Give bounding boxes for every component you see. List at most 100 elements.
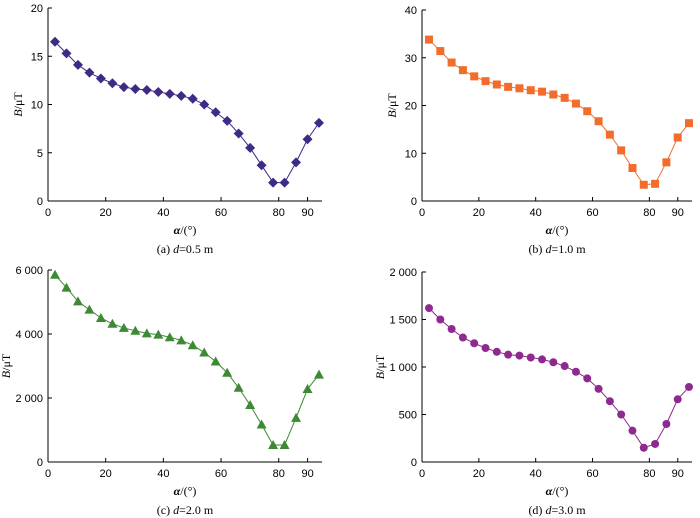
- data-point: [583, 374, 592, 383]
- y-tick-label: 5: [37, 148, 43, 160]
- x-axis-symbol: α: [546, 223, 553, 237]
- data-point: [222, 115, 233, 126]
- data-point: [153, 329, 164, 339]
- x-tick-label: 20: [473, 468, 485, 480]
- x-axis-unit: /(°): [552, 484, 568, 498]
- data-point: [279, 177, 290, 188]
- data-point: [256, 160, 267, 171]
- y-tick-label: 0: [37, 457, 43, 469]
- caption-suffix: =2.0 m: [179, 503, 214, 517]
- data-point: [549, 358, 558, 367]
- caption-variable: d: [545, 503, 552, 517]
- x-tick-label: 40: [157, 468, 169, 480]
- data-point: [210, 356, 221, 366]
- data-point: [187, 93, 198, 104]
- data-point: [164, 88, 175, 99]
- data-point: [639, 180, 648, 189]
- y-tick-label: 6 000: [15, 265, 43, 277]
- data-point: [538, 355, 547, 364]
- data-point: [571, 99, 580, 108]
- data-point: [314, 117, 324, 128]
- data-point: [107, 78, 118, 89]
- data-point: [470, 339, 479, 348]
- y-tick-label: 1 500: [389, 315, 417, 327]
- x-tick-label: 80: [643, 207, 655, 219]
- data-point: [50, 269, 60, 279]
- x-tick-label: 0: [419, 468, 425, 480]
- data-point: [118, 322, 129, 332]
- data-point: [458, 333, 467, 342]
- data-point: [72, 59, 83, 70]
- y-tick-label: 0: [37, 196, 43, 208]
- y-tick-label: 20: [405, 101, 417, 113]
- y-tick-label: 2 000: [389, 267, 417, 279]
- x-tick-label: 90: [672, 207, 684, 219]
- data-point: [233, 382, 244, 392]
- caption-suffix: =0.5 m: [179, 242, 214, 256]
- series-line: [54, 41, 320, 184]
- x-axis-unit: /(°): [180, 223, 196, 237]
- data-point: [673, 395, 682, 404]
- series-line: [428, 39, 690, 186]
- data-point: [233, 128, 244, 139]
- data-point: [481, 344, 490, 352]
- data-point: [538, 87, 547, 96]
- y-axis-unit: /μT: [0, 353, 13, 371]
- x-tick-label: 20: [473, 207, 485, 219]
- y-axis-title: B/μT: [0, 353, 13, 378]
- x-tick-label: 80: [273, 468, 285, 480]
- y-axis-title: B/μT: [373, 354, 387, 379]
- data-point: [245, 142, 256, 153]
- data-point: [639, 443, 648, 452]
- data-point: [84, 304, 95, 314]
- data-point: [302, 384, 313, 394]
- caption-suffix: =1.0 m: [551, 242, 586, 256]
- y-tick-label: 500: [399, 410, 417, 422]
- panel-caption: (d) d=3.0 m: [528, 503, 586, 517]
- data-point: [504, 82, 513, 91]
- data-point: [571, 367, 580, 376]
- data-point: [268, 177, 279, 188]
- data-point: [605, 130, 614, 139]
- data-point: [176, 335, 187, 345]
- y-axis-unit: /μT: [385, 93, 399, 111]
- caption-prefix: (c): [157, 503, 173, 517]
- data-point: [617, 410, 626, 419]
- y-tick-label: 1 000: [389, 362, 417, 374]
- x-axis-unit: /(°): [552, 223, 568, 237]
- data-point: [268, 440, 279, 450]
- data-point: [605, 397, 614, 406]
- x-tick-label: 0: [45, 207, 51, 219]
- data-point: [560, 93, 569, 102]
- x-tick-label: 80: [643, 468, 655, 480]
- data-point: [130, 325, 141, 335]
- x-tick-label: 60: [215, 207, 227, 219]
- caption-prefix: (d): [528, 503, 545, 517]
- data-point: [153, 86, 164, 97]
- data-point: [651, 439, 660, 448]
- data-point: [291, 157, 302, 168]
- data-point: [141, 328, 152, 338]
- data-point: [256, 419, 267, 429]
- x-tick-label: 20: [100, 468, 112, 480]
- data-point: [199, 99, 210, 110]
- data-point: [458, 66, 467, 75]
- data-point: [141, 85, 152, 96]
- y-axis-title: B/μT: [11, 92, 25, 117]
- data-point: [662, 158, 671, 167]
- data-point: [314, 369, 324, 379]
- x-tick-label: 40: [157, 207, 169, 219]
- x-axis-unit: /(°): [180, 484, 196, 498]
- x-tick-label: 90: [301, 207, 313, 219]
- data-point: [130, 84, 141, 95]
- data-point: [50, 36, 60, 47]
- data-point: [651, 179, 660, 188]
- data-point: [447, 58, 456, 67]
- data-point: [176, 90, 187, 101]
- data-point: [118, 82, 129, 93]
- data-point: [515, 351, 524, 360]
- series-line: [54, 274, 320, 446]
- x-axis-title: α/(°): [174, 484, 197, 498]
